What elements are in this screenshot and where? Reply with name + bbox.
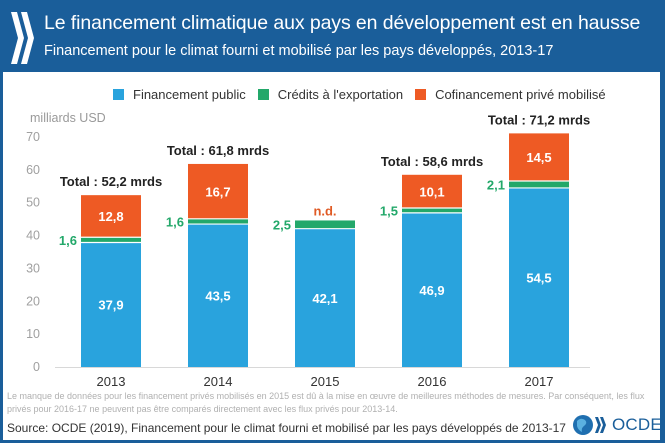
data-label-public: 46,9 [419, 283, 444, 298]
page-subtitle: Financement pour le climat fourni et mob… [44, 43, 554, 59]
oecd-logo: OCDE [573, 414, 662, 436]
total-label: Total : 71,2 mrds [488, 112, 590, 127]
data-label-private: 14,5 [526, 150, 551, 165]
data-label-public: 43,5 [205, 289, 230, 304]
data-label-public: 37,9 [98, 298, 123, 313]
data-label-not-available: n.d. [313, 203, 336, 218]
bar-segment-private [402, 174, 462, 208]
bar-segment-export [188, 218, 248, 225]
data-label-private: 10,1 [419, 184, 444, 199]
data-label-export: 1,6 [59, 233, 77, 248]
x-tick-label: 2017 [525, 374, 554, 389]
y-tick-label: 40 [26, 229, 40, 243]
data-label-export: 2,5 [273, 218, 291, 233]
header: Le financement climatique aux pays en dé… [0, 0, 665, 72]
bar-segment-public [509, 187, 569, 367]
bar-segment-export [509, 181, 569, 188]
data-label-export: 1,5 [380, 203, 398, 218]
legend-item-public: Financement public [113, 87, 246, 102]
footnote: Le manque de données pour les financemen… [7, 391, 645, 414]
x-tick-label: 2014 [204, 374, 233, 389]
x-tick-label: 2015 [311, 374, 340, 389]
data-label-public: 42,1 [312, 291, 337, 306]
legend-swatch-private [415, 89, 427, 100]
bar-segment-public [295, 228, 355, 367]
legend-swatch-public [113, 89, 124, 100]
data-label-export: 1,6 [166, 214, 184, 229]
legend-label: Crédits à l'exportation [277, 87, 404, 102]
data-label-public: 54,5 [526, 270, 551, 285]
x-tick-label: 2016 [418, 374, 447, 389]
oecd-chevrons-icon [11, 12, 34, 64]
data-label-export: 2,1 [487, 177, 505, 192]
bar-segment-private [509, 133, 569, 182]
legend-label: Financement public [133, 87, 246, 102]
source-text: Source: OCDE (2019), Financement pour le… [7, 421, 566, 435]
bar-segment-public [402, 212, 462, 367]
legend-item-export: Crédits à l'exportation [257, 87, 404, 102]
y-tick-label: 60 [26, 163, 40, 177]
bar-segment-public [188, 224, 248, 367]
total-label: Total : 52,2 mrds [60, 174, 162, 189]
bar-segment-public [81, 242, 141, 367]
y-tick-label: 10 [26, 327, 40, 341]
total-label: Total : 61,8 mrds [167, 143, 269, 158]
y-tick-label: 70 [26, 130, 40, 144]
legend-swatch-export [257, 89, 269, 100]
legend: Financement public Crédits à l'exportati… [113, 87, 618, 102]
data-label-private: 16,7 [205, 184, 230, 199]
y-tick-label: 20 [26, 294, 40, 308]
bar-segment-private [188, 163, 248, 219]
total-label: Total : 58,6 mrds [381, 154, 483, 169]
y-tick-label: 0 [33, 360, 40, 374]
page-title: Le financement climatique aux pays en dé… [44, 12, 641, 34]
legend-label: Cofinancement privé mobilisé [435, 87, 606, 102]
x-tick-label: 2013 [97, 374, 126, 389]
bar-segment-export [81, 237, 141, 243]
legend-item-private: Cofinancement privé mobilisé [415, 87, 606, 102]
y-tick-label: 50 [26, 196, 40, 210]
bar-segment-export [295, 220, 355, 229]
oecd-logo-text: OCDE [612, 415, 662, 434]
bar-segment-private [81, 195, 141, 238]
bar-segment-export [402, 207, 462, 213]
y-axis-label: milliards USD [30, 111, 106, 125]
oecd-globe-icon [573, 415, 606, 435]
y-tick-label: 30 [26, 261, 40, 275]
data-label-private: 12,8 [98, 209, 123, 224]
